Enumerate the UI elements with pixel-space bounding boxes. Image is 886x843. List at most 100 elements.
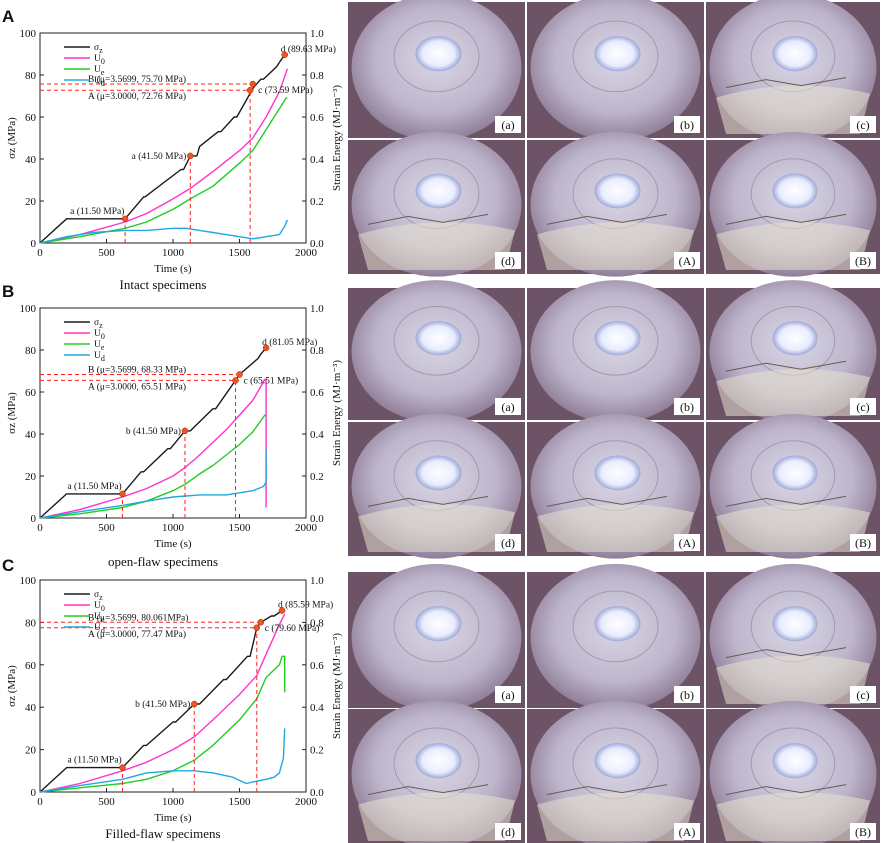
y2-tick-label: 0.8: [310, 617, 324, 629]
borehole-photo: (c): [706, 280, 880, 423]
photo-label: (a): [501, 688, 514, 702]
stress-marker: [119, 490, 126, 498]
panel-letter: B: [2, 282, 14, 301]
legend-subscript: e: [101, 343, 105, 352]
photo-label-box: [674, 686, 700, 703]
x-tick-label: 0: [37, 247, 43, 259]
y2-tick-label: 0.0: [310, 238, 324, 250]
borehole-photo: (d): [348, 413, 525, 559]
y2-tick-label: 0.8: [310, 70, 324, 82]
y2-axis-label: Strain Energy (MJ·m⁻³): [331, 360, 343, 466]
stress-marker: [236, 371, 243, 378]
y-tick-label: 80: [25, 617, 37, 629]
photo-label: (d): [501, 536, 515, 550]
stress-marker: [246, 86, 254, 94]
photo-label-box: [674, 116, 700, 133]
stress-marker: [253, 624, 261, 632]
stress-marker: [119, 764, 126, 771]
marker-label: b (41.50 MPa): [135, 699, 190, 710]
stress-marker: [257, 619, 265, 626]
light-highlight: [594, 743, 641, 779]
borehole-ring: [572, 305, 659, 376]
y-axis-label: σz (MPa): [6, 665, 18, 707]
hline-label: B (μ=3.5699, 80.061MPa): [88, 612, 188, 623]
photo-label: (A): [679, 254, 696, 268]
crack-zone: [537, 792, 694, 841]
x-tick-label: 500: [98, 247, 115, 259]
photo-label: (A): [679, 825, 696, 839]
stress-marker: [121, 215, 129, 223]
series-line-ud: [39, 728, 286, 793]
y-axis-label: σz (MPa): [6, 392, 18, 434]
light-highlight: [415, 173, 462, 209]
stress-marker: [278, 607, 286, 614]
y-tick-label: 60: [25, 660, 37, 672]
legend-subscript: z: [99, 321, 103, 330]
light-highlight: [772, 173, 818, 209]
y-tick-label: 40: [25, 702, 37, 714]
photo-label-box: [495, 398, 521, 415]
crack-zone: [358, 222, 515, 270]
y-tick-label: 0: [31, 238, 37, 250]
photo-label: (c): [856, 118, 869, 132]
legend-label: σz: [94, 43, 103, 55]
marker-label: a (11.50 MPa): [70, 206, 124, 217]
stress-marker: [249, 80, 257, 88]
legend-subscript: e: [101, 68, 105, 77]
panel-letter: A: [2, 7, 14, 26]
x-axis-label: Time (s): [154, 263, 192, 275]
stress-marker: [191, 700, 198, 708]
y-tick-label: 40: [25, 154, 37, 166]
y-tick-label: 80: [25, 70, 37, 82]
legend-label: Ud: [94, 623, 105, 635]
photo-label: (a): [501, 400, 514, 414]
stress-marker: [187, 152, 194, 160]
photo-label: (b): [680, 400, 694, 414]
y2-tick-label: 0.0: [310, 513, 324, 525]
x-tick-label: 1000: [162, 522, 185, 534]
borehole-photo: (d): [348, 700, 525, 843]
legend-label: U0: [94, 601, 105, 613]
series-line-ud: [39, 448, 267, 519]
series-line-ue: [39, 655, 286, 793]
photo-label-box: [674, 398, 700, 415]
y-tick-label: 100: [20, 575, 37, 587]
photo-label-box: [674, 534, 700, 551]
borehole-photo: (B): [706, 131, 880, 277]
light-highlight: [594, 321, 641, 356]
x-tick-label: 0: [37, 796, 43, 808]
photo-label-box: [850, 534, 876, 551]
legend-subscript: d: [101, 354, 105, 363]
photo-label-box: [495, 686, 521, 703]
y2-axis-label: Strain Energy (MJ·m⁻³): [331, 85, 343, 191]
light-highlight: [772, 36, 818, 72]
legend-subscript: 0: [101, 57, 105, 66]
series-line-ud: [39, 219, 289, 244]
crack-line: [546, 784, 668, 796]
legend-subscript: 0: [101, 604, 105, 613]
crack-zone: [716, 792, 870, 841]
borehole-ring: [572, 590, 659, 663]
hline-label: B (μ=3.5699, 75.70 MPa): [88, 74, 186, 85]
hline-label: A (μ=3.0000, 72.76 MPa): [88, 91, 186, 102]
stress-marker: [262, 344, 270, 352]
crack-zone: [716, 369, 870, 416]
y2-tick-label: 0.4: [310, 702, 324, 714]
photo-label-box: [674, 823, 700, 840]
photo-label-box: [850, 686, 876, 703]
legend-subscript: 0: [101, 332, 105, 341]
stress-marker: [281, 51, 288, 59]
y-tick-label: 0: [31, 787, 37, 799]
borehole-photo: (c): [706, 563, 880, 711]
x-tick-label: 0: [37, 522, 43, 534]
x-tick-label: 2000: [295, 522, 318, 534]
photo-label: (b): [680, 118, 694, 132]
series-line-sigma: [39, 609, 285, 793]
legend-subscript: d: [101, 626, 105, 635]
crack-line: [725, 495, 847, 507]
chart-panel-b: B 0 500 1000 1500 2000 0 20 40 60 80 100 0.0 0.2 0.4 0.…: [2, 282, 343, 569]
photo-label: (B): [855, 254, 871, 268]
marker-label: c (65.51 MPa): [244, 375, 299, 386]
crack-zone: [716, 85, 870, 134]
stress-marker: [181, 427, 189, 435]
